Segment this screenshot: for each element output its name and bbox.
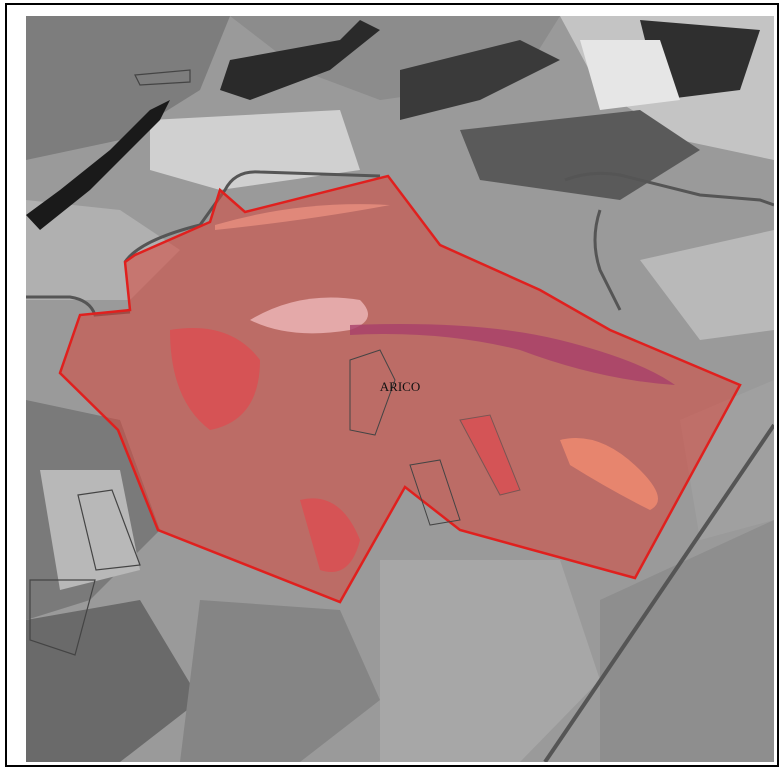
parcels xyxy=(29,69,191,656)
place-label: ARICO xyxy=(380,379,420,394)
zone-polygon xyxy=(58,174,742,604)
map-area: ARICO xyxy=(26,16,774,762)
zone-details xyxy=(170,204,675,572)
hillshade xyxy=(26,16,774,762)
